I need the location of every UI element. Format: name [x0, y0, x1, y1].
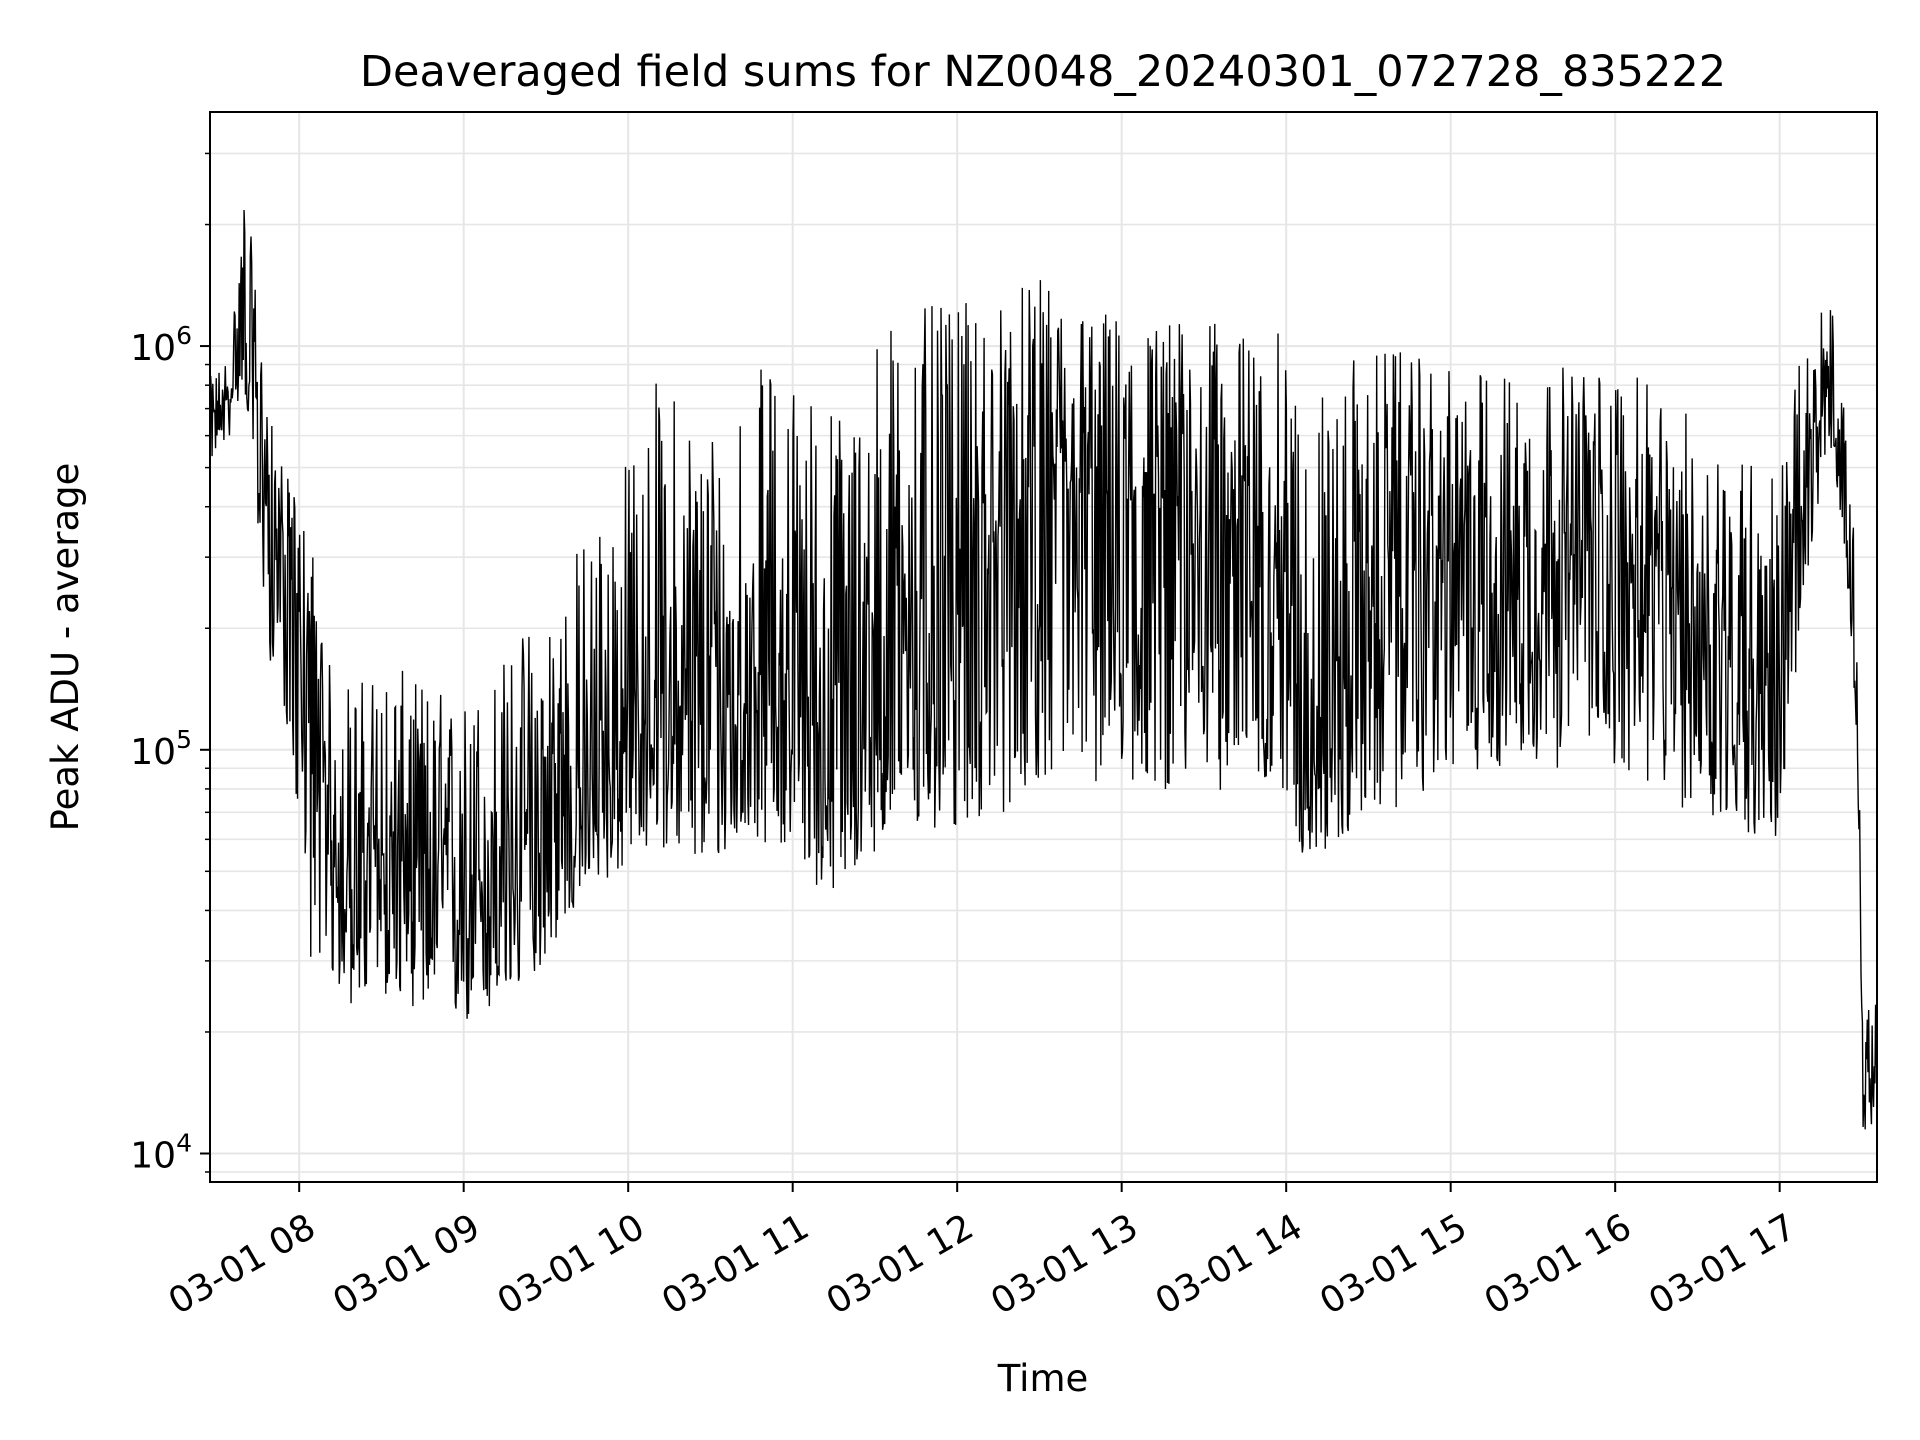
- x-axis: 03-01 08 03-01 09 03-01 10 03-01 11 03-01 12…: [162, 1182, 1803, 1323]
- x-tick-label: 03-01 16: [1478, 1206, 1639, 1322]
- x-tick-label: 03-01 11: [655, 1206, 816, 1322]
- y-axis-label: Peak ADU - average: [44, 463, 87, 832]
- y-tick-label: 105: [130, 725, 192, 773]
- y-tick-label: 106: [130, 321, 192, 369]
- x-tick-label: 03-01 08: [162, 1206, 323, 1322]
- y-tick-label: 104: [130, 1129, 192, 1177]
- plot-frame: [209, 111, 1878, 1183]
- x-tick-label: 03-01 17: [1642, 1206, 1803, 1322]
- series-line: [209, 209, 1878, 1130]
- x-axis-label: Time: [997, 1357, 1089, 1400]
- y-axis: 104 105 106: [130, 152, 210, 1177]
- x-tick-label: 03-01 15: [1313, 1206, 1474, 1322]
- x-tick-label: 03-01 13: [984, 1206, 1145, 1322]
- x-tick-label: 03-01 12: [820, 1206, 981, 1322]
- chart-title: Deaveraged field sums for NZ0048_2024030…: [360, 47, 1726, 97]
- x-tick-label: 03-01 14: [1149, 1206, 1310, 1322]
- x-tick-label: 03-01 10: [491, 1206, 652, 1322]
- x-tick-label: 03-01 09: [326, 1206, 487, 1322]
